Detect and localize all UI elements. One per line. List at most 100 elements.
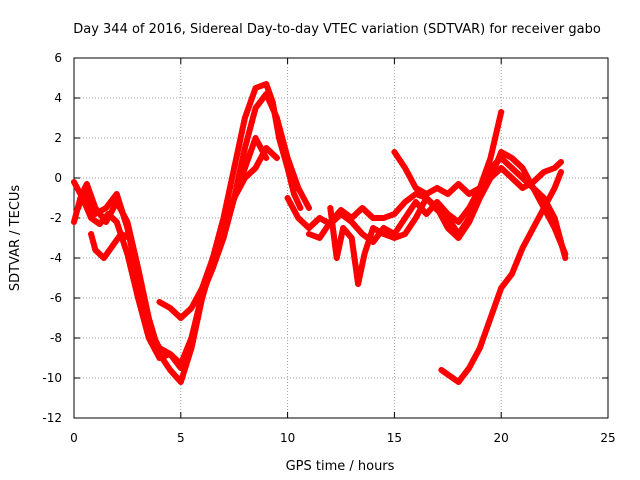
data-point [116,199,123,206]
data-point [194,308,201,315]
data-point [492,163,499,170]
data-point [294,182,301,189]
data-point [81,185,88,191]
data-point [478,339,485,346]
data-point [297,205,304,211]
data-point [497,151,504,158]
data-point [289,185,296,192]
data-point [285,157,292,164]
data-point [561,248,568,255]
data-point [494,157,501,164]
data-point [294,199,301,206]
data-point [117,202,124,209]
data-point [205,265,212,272]
data-point [141,320,148,327]
data-point [495,293,502,300]
data-point [113,191,120,197]
data-point [484,163,491,170]
data-point [180,355,187,362]
data-point [557,239,564,246]
data-point [497,287,504,294]
data-point [137,303,144,310]
data-point [119,210,126,217]
data-point [264,84,271,90]
data-point [223,216,230,223]
data-point [178,358,185,365]
data-point [82,187,89,194]
y-tick-label: -12 [42,411,62,425]
data-point [293,196,300,203]
data-point [283,152,290,159]
data-point [71,219,77,225]
data-point [122,219,129,226]
data-point [144,329,151,336]
data-point [84,190,91,197]
y-tick-label: 0 [54,171,62,185]
series-track-8 [327,149,569,287]
data-point [194,311,201,318]
data-point [201,279,208,286]
data-point [240,167,247,174]
data-point [489,309,496,316]
data-point [250,113,257,120]
data-point [239,170,246,177]
data-series [71,81,569,385]
chart-title: Day 344 of 2016, Sidereal Day-to-day VTE… [73,22,601,37]
data-point [273,155,280,161]
data-point [142,323,149,330]
data-point [202,276,209,283]
data-point [85,193,92,200]
x-tick-label: 10 [280,431,295,445]
data-point [242,112,249,119]
data-point [209,255,216,261]
data-point [514,256,521,263]
data-point [204,268,211,275]
data-point [241,145,248,151]
data-point [88,202,95,209]
data-point [136,300,143,307]
data-point [125,253,132,260]
data-point [281,143,288,150]
data-point [189,332,196,339]
data-point [242,142,249,149]
data-point [178,376,185,383]
y-tick-label: 4 [54,91,62,105]
x-tick-label: 5 [177,431,185,445]
data-point [367,233,374,240]
data-point [207,260,214,267]
data-point [364,242,371,249]
data-point [552,227,559,234]
data-point [476,345,483,351]
data-point [247,125,254,131]
data-point [277,129,284,136]
data-point [204,271,211,278]
data-point [221,222,228,229]
data-point [224,214,231,221]
data-point [288,182,295,189]
data-point [242,162,249,169]
data-point [233,189,240,196]
data-point [492,301,499,308]
data-point [291,191,298,197]
data-point [123,248,130,255]
data-point [125,256,132,263]
data-point [124,251,131,257]
data-point [195,305,202,312]
data-point [483,165,490,172]
data-point [226,208,233,215]
data-point [276,126,283,133]
data-point [135,297,142,304]
data-point [251,87,258,94]
data-point [291,174,298,181]
data-point [212,246,219,253]
data-point [244,133,251,140]
data-point [200,282,207,289]
data-point [216,235,223,242]
data-point [237,178,244,185]
data-point [263,81,270,87]
data-point [75,205,82,211]
data-point [479,336,486,343]
data-point [231,195,238,201]
y-tick-label: -10 [42,371,62,385]
data-point [284,155,291,161]
